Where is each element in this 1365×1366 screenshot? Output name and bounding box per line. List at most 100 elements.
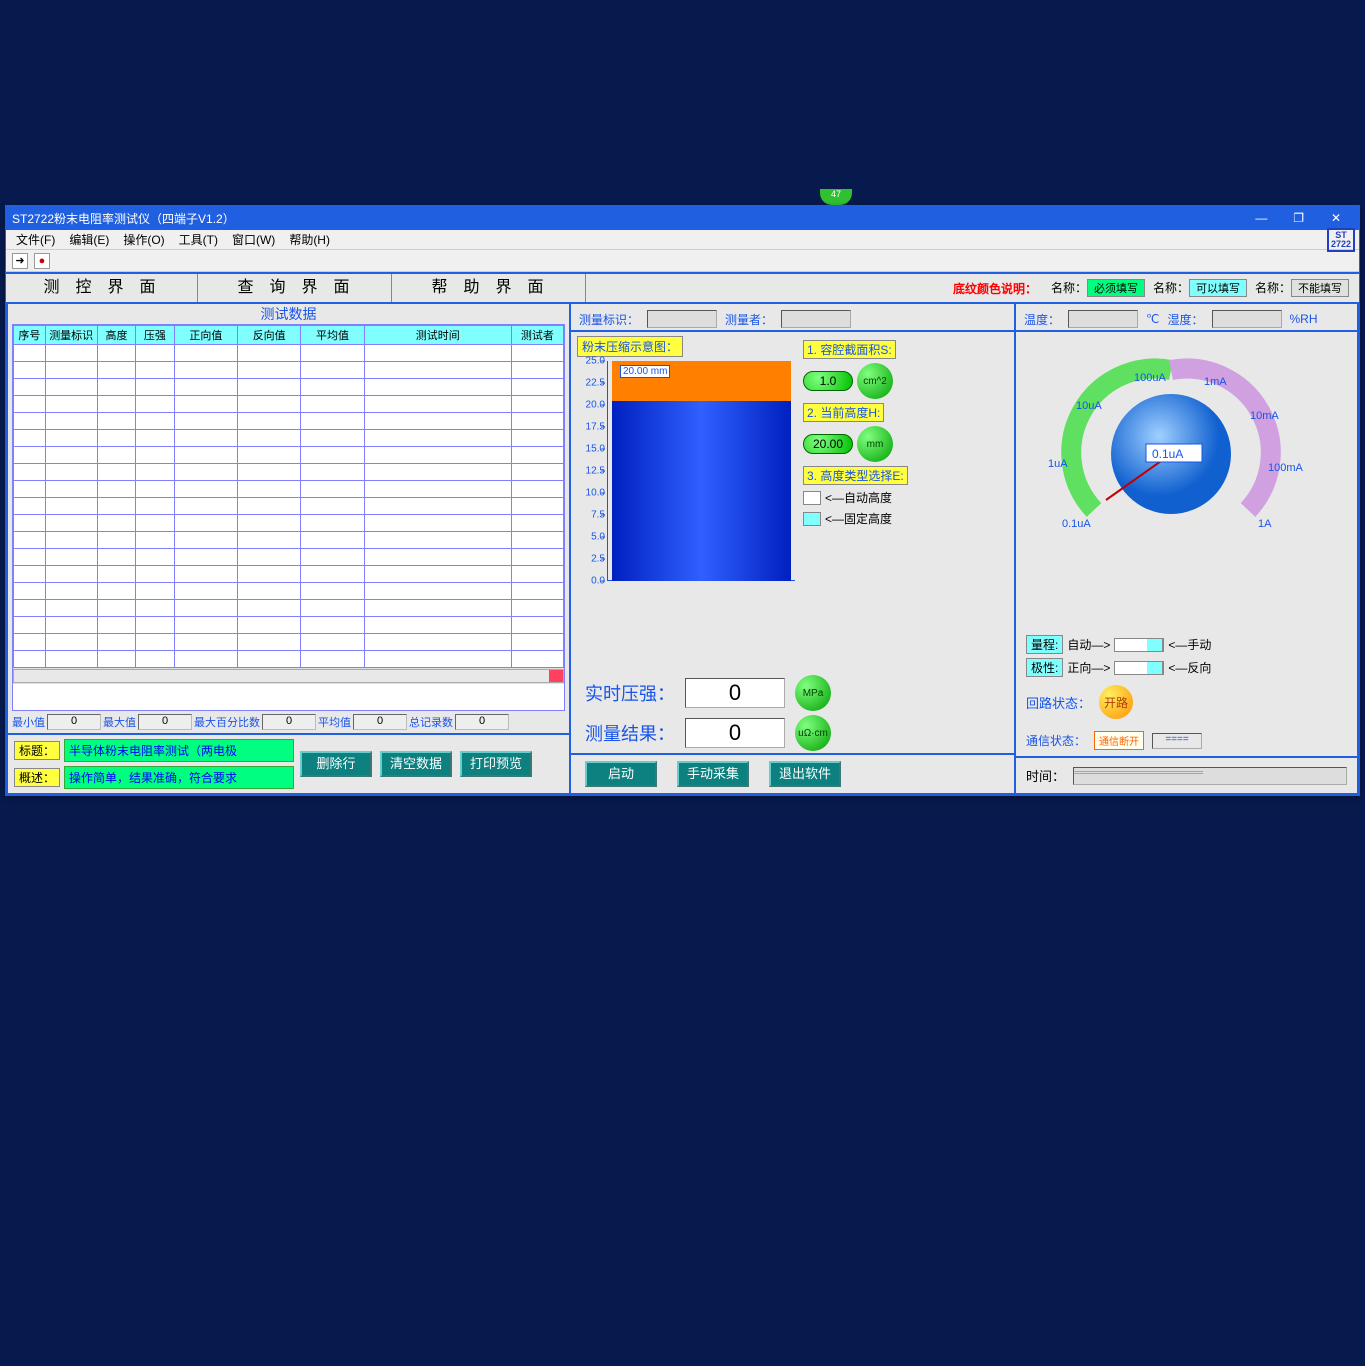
col-2[interactable]: 高度	[97, 326, 135, 345]
pressure-value: 0	[685, 678, 785, 708]
table-row[interactable]	[14, 532, 564, 549]
table-row[interactable]	[14, 498, 564, 515]
left-panel: 测试数据 序号测量标识高度压强正向值反向值平均值测试时间测试者 最小值0最大值0…	[8, 304, 571, 793]
tab-2[interactable]: 帮 助 界 面	[396, 274, 586, 302]
col-3[interactable]: 压强	[136, 326, 174, 345]
table-row[interactable]	[14, 447, 564, 464]
meta-field-3[interactable]	[1212, 310, 1282, 328]
legend-swatch-0: 必须填写	[1087, 279, 1145, 297]
table-row[interactable]	[14, 464, 564, 481]
col-0[interactable]: 序号	[14, 326, 46, 345]
menu-2[interactable]: 操作(O)	[117, 231, 170, 248]
result-label: 测量结果：	[585, 720, 675, 746]
col-4[interactable]: 正向值	[174, 326, 237, 345]
table-row[interactable]	[14, 379, 564, 396]
badge-bottom: 2722	[1331, 240, 1351, 249]
menubar: 文件(F)编辑(E)操作(O)工具(T)窗口(W)帮助(H) ST 2722	[6, 230, 1359, 250]
legend-title: 底纹颜色说明：	[953, 280, 1037, 297]
toolbar: ➜ ●	[6, 250, 1359, 272]
gauge-tick-1: 1uA	[1048, 458, 1068, 470]
setting-3-title: 3. 高度类型选择E:	[803, 466, 908, 485]
loop-status: 开路	[1099, 685, 1133, 719]
table-row[interactable]	[14, 345, 564, 362]
settings-panel: 1. 容腔截面积S: 1.0 cm^2 2. 当前高度H: 20.00 mm 3…	[803, 336, 1008, 671]
left-btn-0[interactable]: 删除行	[300, 751, 372, 777]
comm-status: 通信断开	[1094, 731, 1144, 750]
tab-0[interactable]: 测 控 界 面	[8, 274, 198, 302]
menu-1[interactable]: 编辑(E)	[63, 231, 115, 248]
left-btn-1[interactable]: 清空数据	[380, 751, 452, 777]
tabs-row: 测 控 界 面查 询 界 面帮 助 界 面 底纹颜色说明： 名称：必须填写名称：…	[6, 272, 1359, 304]
mid-btn-2[interactable]: 退出软件	[769, 761, 841, 787]
area-unit: cm^2	[857, 363, 893, 399]
auto-height-label: <—自动高度	[825, 489, 892, 506]
area-input[interactable]: 1.0	[803, 371, 853, 391]
table-row[interactable]	[14, 600, 564, 617]
col-8[interactable]: 测试者	[511, 326, 563, 345]
table-row[interactable]	[14, 651, 564, 668]
fixed-height-toggle[interactable]	[803, 512, 821, 526]
desc-input[interactable]: 操作简单，结果准确，符合要求	[64, 766, 294, 789]
mid-btn-0[interactable]: 启动	[585, 761, 657, 787]
stat-value-1: 0	[138, 714, 192, 730]
height-unit: mm	[857, 426, 893, 462]
table-row[interactable]	[14, 566, 564, 583]
mid-btn-1[interactable]: 手动采集	[677, 761, 749, 787]
table-row[interactable]	[14, 549, 564, 566]
col-1[interactable]: 测量标识	[45, 326, 97, 345]
table-row[interactable]	[14, 430, 564, 447]
auto-height-toggle[interactable]	[803, 491, 821, 505]
table-row[interactable]	[14, 634, 564, 651]
meta-field-0[interactable]	[647, 310, 717, 328]
table-row[interactable]	[14, 362, 564, 379]
gauge-tick-3: 100uA	[1134, 372, 1166, 384]
table-row[interactable]	[14, 481, 564, 498]
st-badge: ST 2722	[1327, 228, 1355, 252]
col-5[interactable]: 反向值	[238, 326, 301, 345]
app-window: ST2722粉末电阻率测试仪（四端子V1.2） — ❐ ✕ 文件(F)编辑(E)…	[5, 205, 1360, 796]
pressure-label: 实时压强：	[585, 680, 675, 706]
col-7[interactable]: 测试时间	[364, 326, 511, 345]
gauge-center: 0.1uA	[1152, 447, 1183, 461]
stat-value-4: 0	[455, 714, 509, 730]
result-value: 0	[685, 718, 785, 748]
menu-0[interactable]: 文件(F)	[10, 231, 61, 248]
decor-tab: 47	[820, 189, 852, 205]
data-grid[interactable]: 序号测量标识高度压强正向值反向值平均值测试时间测试者	[12, 324, 565, 711]
meta-field-2[interactable]	[1068, 310, 1138, 328]
middle-panel: 测量标识：测量者： 粉末压缩示意图： 25.022.520.017.515.01…	[571, 304, 1016, 793]
menu-4[interactable]: 窗口(W)	[226, 231, 281, 248]
close-button[interactable]: ✕	[1319, 211, 1353, 225]
compress-panel: 粉末压缩示意图： 25.022.520.017.515.012.510.07.5…	[577, 336, 795, 671]
desc-label: 概述：	[14, 768, 60, 787]
min-button[interactable]: —	[1244, 211, 1278, 225]
polarity-rev-label: <—反向	[1168, 659, 1211, 676]
range-slider[interactable]	[1114, 638, 1164, 652]
table-row[interactable]	[14, 515, 564, 532]
title-label: 标题：	[14, 741, 60, 760]
height-input[interactable]: 20.00	[803, 434, 853, 454]
menu-5[interactable]: 帮助(H)	[283, 231, 336, 248]
title-input[interactable]: 半导体粉末电阻率测试（两电极	[64, 739, 294, 762]
legend-label-1: 名称：	[1153, 281, 1189, 295]
table-row[interactable]	[14, 617, 564, 634]
stat-label-3: 平均值	[318, 714, 351, 730]
gauge: 0.1uA 0.1uA1uA10uA100uA1mA10mA100mA1A	[1016, 332, 1357, 633]
horizontal-scrollbar[interactable]	[13, 668, 564, 684]
time-label: 时间：	[1026, 766, 1065, 785]
toolbar-arrow-icon[interactable]: ➜	[12, 253, 28, 269]
max-button[interactable]: ❐	[1282, 211, 1316, 225]
legend-label-0: 名称：	[1051, 281, 1087, 295]
left-btn-2[interactable]: 打印预览	[460, 751, 532, 777]
tab-1[interactable]: 查 询 界 面	[202, 274, 392, 302]
toolbar-record-icon[interactable]: ●	[34, 253, 50, 269]
table-row[interactable]	[14, 413, 564, 430]
stat-label-0: 最小值	[12, 714, 45, 730]
table-row[interactable]	[14, 583, 564, 600]
polarity-slider[interactable]	[1114, 661, 1164, 675]
menu-3[interactable]: 工具(T)	[173, 231, 224, 248]
table-title: 测试数据	[8, 304, 569, 324]
meta-field-1[interactable]	[781, 310, 851, 328]
table-row[interactable]	[14, 396, 564, 413]
col-6[interactable]: 平均值	[301, 326, 364, 345]
